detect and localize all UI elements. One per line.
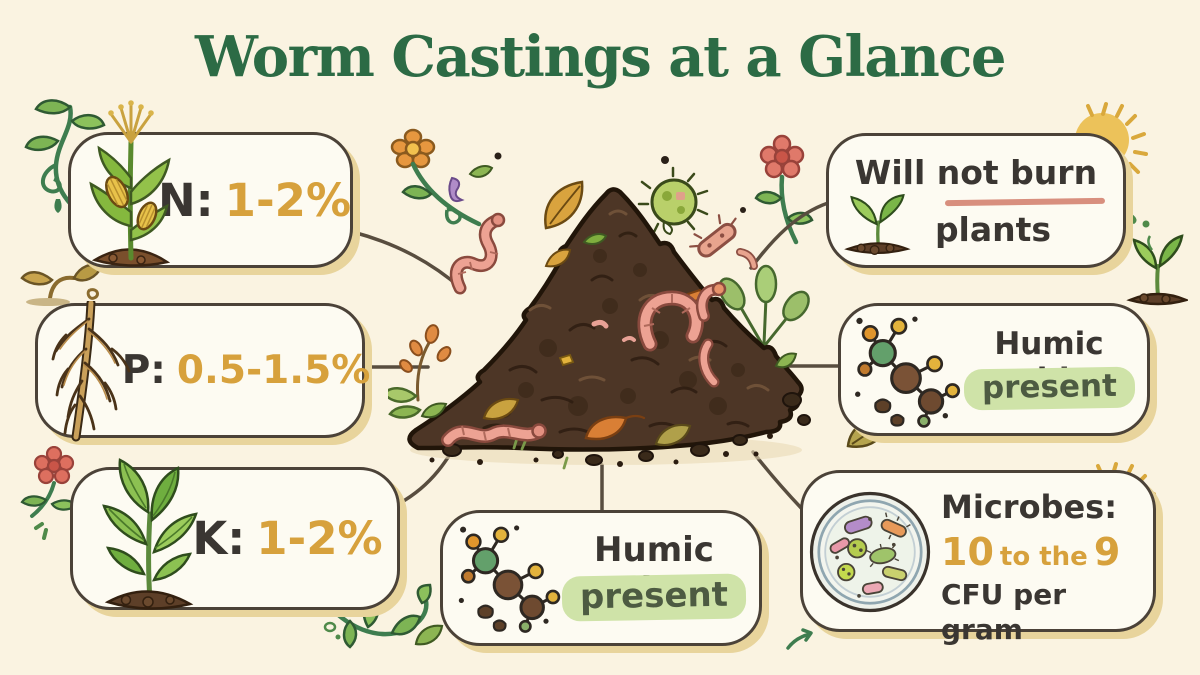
- microbes-exponent: 9: [1093, 529, 1121, 574]
- bacterium-icon: [689, 214, 737, 258]
- microbes-title: Microbes:: [941, 488, 1117, 526]
- humic-acids-right-box: Humic acids: present: [838, 303, 1150, 436]
- berry-plant-icon: [388, 324, 452, 419]
- microbes-unit: CFU per gram: [941, 577, 1067, 647]
- corn-plant-icon: [89, 100, 171, 267]
- leaf-green-bottom-icon: [414, 624, 444, 646]
- vine-top-left-icon: [24, 99, 106, 228]
- potassium-label: K:: [192, 512, 246, 565]
- phosphorus-value: 0.5-1.5%: [176, 348, 371, 393]
- molecule-icon: [452, 521, 564, 635]
- seedling-icon: [844, 193, 911, 255]
- arrow-green-icon: [786, 628, 813, 650]
- potassium-box: K: 1-2%: [70, 467, 400, 610]
- page-title: Worm Castings at a Glance: [194, 24, 1007, 90]
- nitrogen-value: 1-2%: [224, 173, 352, 227]
- petri-dish-icon: [809, 491, 931, 613]
- molecule-icon: [848, 312, 964, 430]
- no-burn-line1: Will not burn: [854, 153, 1098, 192]
- flower-orange-icon: [390, 128, 482, 227]
- nitrogen-label: N:: [157, 173, 214, 227]
- seedling-right-icon: [1126, 214, 1188, 306]
- worm-icon: [441, 423, 547, 447]
- soil-mound: [407, 187, 804, 452]
- microbes-text: Microbes: 10 to the 9 CFU per gram: [941, 487, 1153, 648]
- humic-right-present-highlight: present: [963, 366, 1135, 411]
- roots-icon: [51, 301, 131, 442]
- humic-bottom-present-highlight: present: [561, 573, 747, 622]
- sprout-tan-icon: [20, 263, 104, 306]
- microbes-count: 10 to the 9: [941, 528, 1153, 577]
- microbe-cell-icon: [637, 166, 709, 236]
- flower-red-bottom-left-icon: [20, 446, 78, 540]
- no-burn-underline: [944, 197, 1106, 207]
- microbes-joiner: to the: [999, 541, 1088, 572]
- no-burn-line2: plants: [934, 210, 1052, 249]
- worm-icon: [637, 290, 704, 352]
- flower-coral-icon: [754, 134, 814, 245]
- humic-right-line2: present: [959, 366, 1139, 411]
- humic-bottom-line2: present: [555, 573, 753, 622]
- worm-castings-pile-illustration: [388, 152, 811, 470]
- potassium-value: 1-2%: [256, 512, 383, 565]
- microbes-base: 10: [941, 529, 994, 574]
- microbes-box: Microbes: 10 to the 9 CFU per gram: [800, 470, 1156, 646]
- worm-icon: [449, 212, 506, 295]
- leafy-plant-icon: [102, 458, 198, 610]
